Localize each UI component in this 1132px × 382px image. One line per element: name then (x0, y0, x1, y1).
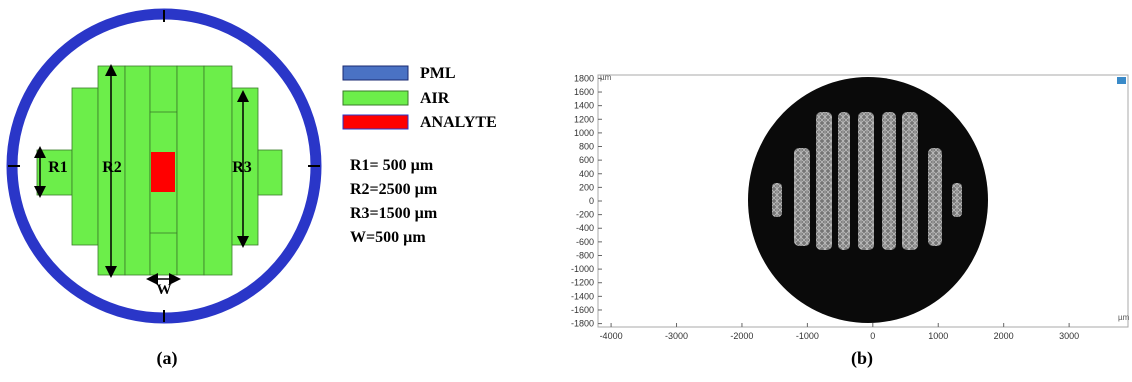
mesh-stripe (838, 112, 850, 250)
y-tick-label: 1200 (574, 114, 594, 124)
y-tick-label: -400 (576, 223, 594, 233)
caption: (a) (157, 348, 178, 369)
y-tick-label: -1800 (571, 319, 594, 329)
legend-swatch (343, 66, 408, 80)
parameter: W=500 µm (350, 229, 426, 246)
y-tick-label: -1200 (571, 278, 594, 288)
dimension-label: W (157, 282, 172, 298)
x-tick-label: 1000 (928, 331, 948, 341)
air-block (125, 66, 150, 275)
legend-swatch (343, 115, 408, 129)
mesh-stripe (858, 112, 874, 250)
dimension-label: R1 (48, 159, 68, 176)
mesh-stripe (928, 148, 942, 246)
toolbar-icon (1117, 77, 1126, 84)
y-tick-label: 400 (579, 169, 594, 179)
y-tick-label: -1000 (571, 264, 594, 274)
analyte (151, 152, 175, 192)
y-tick-label: 1800 (574, 73, 594, 83)
y-tick-label: 200 (579, 182, 594, 192)
y-tick-label: -600 (576, 237, 594, 247)
panel-a: R1 R2 R3 W PML AIR ANALYTE R1= 500 µm R2… (8, 10, 497, 369)
mesh-stripe (816, 112, 832, 250)
legend-label: ANALYTE (420, 114, 497, 131)
air-block (258, 150, 282, 195)
axis-unit: µm (1118, 313, 1130, 322)
x-tick-label: 3000 (1059, 331, 1079, 341)
x-tick-label: -3000 (665, 331, 688, 341)
x-tick-label: -1000 (796, 331, 819, 341)
y-tick-label: -200 (576, 210, 594, 220)
x-tick-label: 2000 (994, 331, 1014, 341)
mesh-stripe (882, 112, 896, 250)
parameter: R1= 500 µm (350, 157, 434, 174)
y-tick-label: -800 (576, 250, 594, 260)
dimension-label: R3 (232, 159, 252, 176)
y-tick-label: 0 (589, 196, 594, 206)
x-tick-label: 0 (870, 331, 875, 341)
air-block (204, 66, 232, 275)
air-block (72, 88, 98, 245)
parameter: R3=1500 µm (350, 205, 438, 222)
caption: (b) (851, 348, 873, 369)
y-tick-label: 800 (579, 142, 594, 152)
legend-label: PML (420, 65, 456, 82)
x-tick-label: -2000 (730, 331, 753, 341)
legend-swatch (343, 91, 408, 105)
mesh-stripe (902, 112, 918, 250)
y-tick-label: -1400 (571, 291, 594, 301)
y-tick-label: -1600 (571, 305, 594, 315)
dimension-label: R2 (102, 159, 122, 176)
y-tick-label: 1400 (574, 101, 594, 111)
air-block (177, 66, 204, 275)
y-tick-label: 600 (579, 155, 594, 165)
x-tick-label: -4000 (600, 331, 623, 341)
legend-label: AIR (420, 90, 450, 107)
y-tick-label: 1000 (574, 128, 594, 138)
y-tick-label: 1600 (574, 87, 594, 97)
figure: R1 R2 R3 W PML AIR ANALYTE R1= 500 µm R2… (0, 0, 1132, 382)
panel-b: µm µm (b) 1800 1600 1400 1200 1000 800 600 400 2… (571, 73, 1130, 369)
axis-unit: µm (600, 73, 612, 82)
mesh-stripe (952, 183, 962, 217)
mesh-stripe (772, 183, 782, 217)
parameter: R2=2500 µm (350, 181, 438, 198)
mesh-stripe (794, 148, 810, 246)
